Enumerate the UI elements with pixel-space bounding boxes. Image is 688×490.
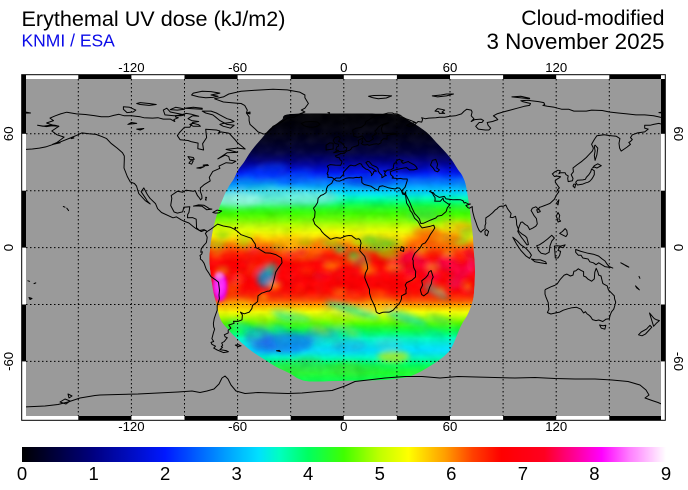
svg-text:-60: -60: [671, 352, 686, 371]
svg-text:KNMI / ESA: KNMI / ESA: [22, 31, 116, 51]
svg-text:-60: -60: [1, 352, 16, 371]
svg-text:0: 0: [340, 419, 347, 434]
svg-text:3: 3: [232, 463, 242, 484]
svg-text:60: 60: [671, 126, 686, 141]
svg-text:8: 8: [589, 463, 599, 484]
svg-text:Cloud-modified: Cloud-modified: [521, 6, 664, 30]
svg-text:Erythemal UV dose (kJ/m2): Erythemal UV dose (kJ/m2): [22, 6, 286, 31]
svg-text:0: 0: [340, 60, 347, 75]
svg-text:5: 5: [375, 463, 385, 484]
svg-text:3 November 2025: 3 November 2025: [487, 29, 665, 54]
svg-text:9: 9: [661, 463, 671, 484]
svg-text:0: 0: [671, 244, 686, 251]
svg-text:4: 4: [303, 463, 313, 484]
svg-text:0: 0: [17, 463, 27, 484]
svg-text:0: 0: [1, 244, 16, 251]
svg-text:-120: -120: [118, 419, 144, 434]
svg-text:60: 60: [1, 126, 16, 141]
svg-text:120: 120: [545, 419, 567, 434]
svg-text:1: 1: [88, 463, 98, 484]
svg-text:60: 60: [443, 60, 458, 75]
svg-text:6: 6: [446, 463, 456, 484]
svg-text:60: 60: [443, 419, 458, 434]
svg-text:2: 2: [160, 463, 170, 484]
svg-text:-60: -60: [228, 419, 247, 434]
svg-text:-60: -60: [228, 60, 247, 75]
svg-text:120: 120: [545, 60, 567, 75]
svg-text:7: 7: [518, 463, 528, 484]
svg-text:-120: -120: [118, 60, 144, 75]
